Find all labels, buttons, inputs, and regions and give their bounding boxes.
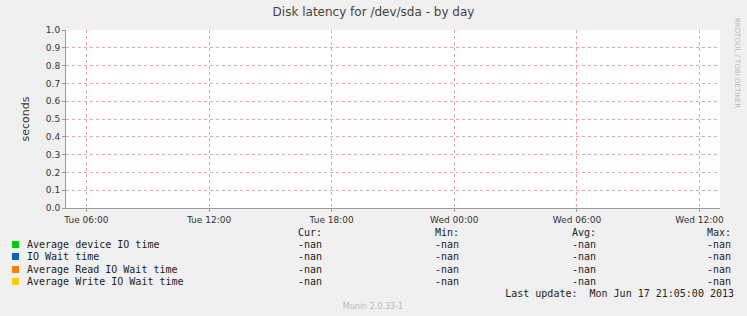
svg-text:Wed 12:00: Wed 12:00 [675, 215, 724, 225]
svg-text:0.9: 0.9 [46, 43, 61, 53]
html-text:-nan: -nan [571, 275, 596, 287]
html-text:Munin 2.0.33-1: Munin 2.0.33-1 [342, 302, 404, 311]
svg-text:0.6: 0.6 [46, 96, 61, 106]
svg-text:Wed 00:00: Wed 00:00 [430, 215, 479, 225]
html-text:-nan: -nan [706, 275, 731, 287]
html-text:Avg:: Avg: [571, 227, 596, 238]
svg-text:Tue 12:00: Tue 12:00 [186, 215, 231, 225]
html-text:Average device IO time: Average device IO time [27, 239, 160, 250]
html-text:-nan: -nan [297, 275, 322, 287]
svg-text:0.5: 0.5 [46, 114, 60, 124]
svg-text:1.0: 1.0 [46, 25, 61, 35]
html-text:-nan: -nan [434, 251, 459, 263]
html-text:-nan: -nan [434, 239, 459, 250]
html-text:-nan: -nan [297, 239, 322, 250]
html-text:Max:: Max: [706, 227, 731, 238]
svg-text:0.3: 0.3 [46, 150, 60, 160]
svg-text:0.0: 0.0 [46, 203, 61, 213]
svg-text:Wed 06:00: Wed 06:00 [553, 215, 602, 225]
svg-text:seconds: seconds [19, 96, 32, 141]
svg-text:0.8: 0.8 [46, 61, 61, 71]
html-text:-nan: -nan [706, 251, 731, 263]
html-text:-nan: -nan [571, 263, 596, 275]
html-text:Min:: Min: [434, 227, 459, 238]
html-text:-nan: -nan [571, 251, 596, 263]
svg-text:0.4: 0.4 [46, 132, 61, 142]
html-text:Average Write IO Wait time: Average Write IO Wait time [27, 275, 184, 287]
html-text:-nan: -nan [434, 263, 459, 275]
svg-text:0.2: 0.2 [46, 168, 60, 178]
html-text:-nan: -nan [434, 275, 459, 287]
html-text:-nan: -nan [571, 239, 596, 250]
html-text:-nan: -nan [706, 239, 731, 250]
svg-text:Tue 18:00: Tue 18:00 [309, 215, 354, 225]
html-text:Last update: Mon Jun 17 21:05:: Last update: Mon Jun 17 21:05:00 2013 [505, 288, 734, 299]
html-text:-nan: -nan [297, 251, 322, 263]
svg-text:0.7: 0.7 [46, 79, 60, 89]
html-text:Average Read IO Wait time: Average Read IO Wait time [27, 263, 178, 275]
svg-text:0.1: 0.1 [46, 185, 60, 195]
html-text:Cur:: Cur: [297, 227, 322, 238]
html-text:RRDTOOL / TOBI OETIKER: RRDTOOL / TOBI OETIKER [733, 18, 741, 109]
html-text:-nan: -nan [297, 263, 322, 275]
html-text:IO Wait time: IO Wait time [27, 251, 100, 263]
svg-text:Disk latency for /dev/sda - by: Disk latency for /dev/sda - by day [273, 5, 475, 19]
svg-text:Tue 06:00: Tue 06:00 [63, 215, 108, 225]
html-text:-nan: -nan [706, 263, 731, 275]
